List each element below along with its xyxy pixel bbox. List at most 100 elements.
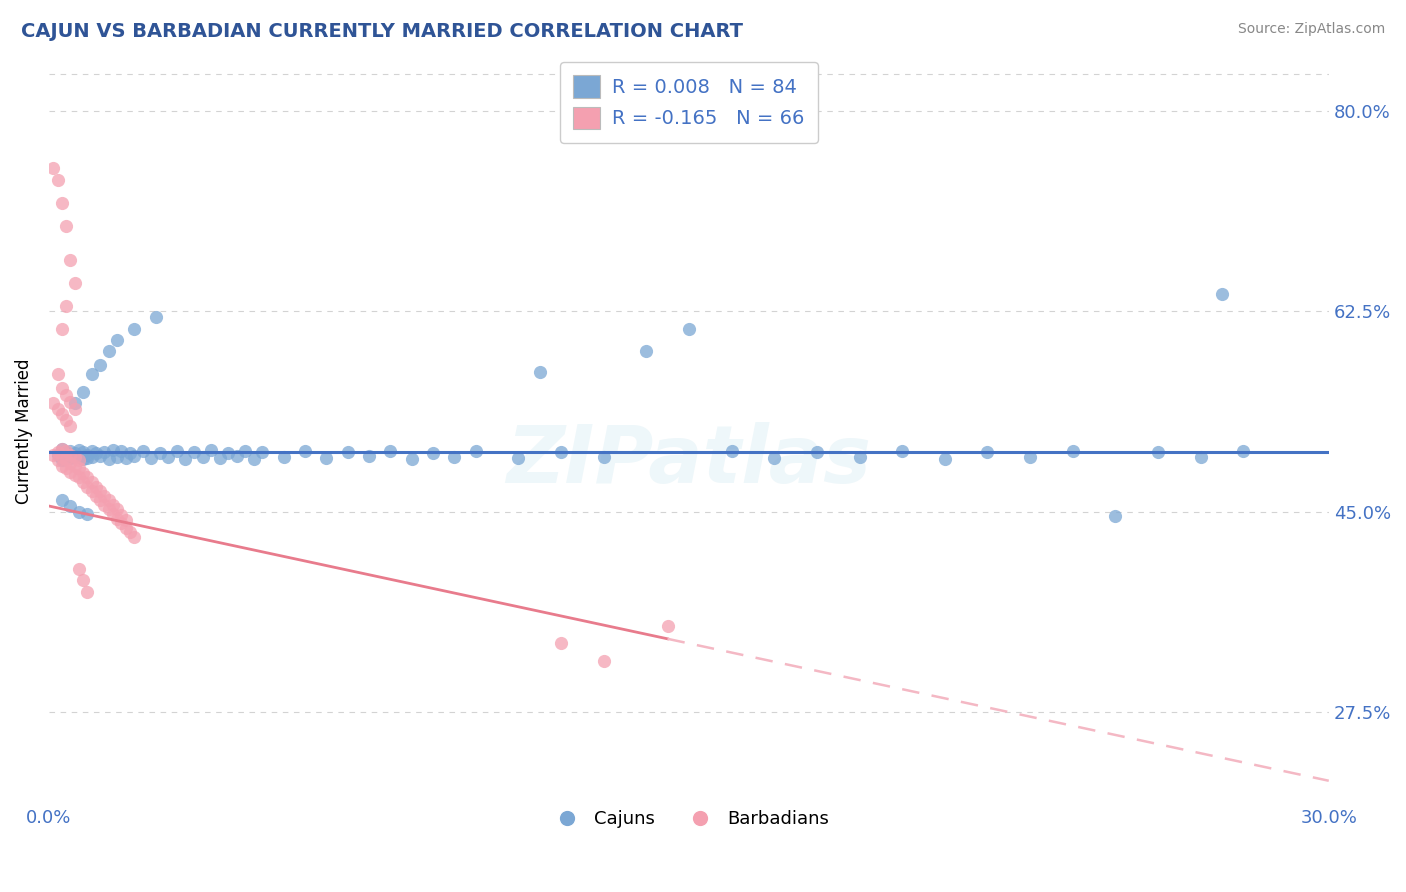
Point bbox=[141, 450, 163, 465]
Point bbox=[84, 446, 107, 460]
Point bbox=[1211, 287, 1233, 301]
Point bbox=[67, 450, 90, 464]
Point bbox=[233, 444, 256, 458]
Point bbox=[80, 368, 103, 382]
Point bbox=[72, 574, 94, 588]
Point bbox=[42, 161, 65, 176]
Point bbox=[105, 333, 128, 347]
Point bbox=[422, 446, 444, 460]
Point bbox=[55, 461, 77, 475]
Point bbox=[101, 442, 124, 457]
Point bbox=[93, 498, 115, 512]
Point bbox=[101, 507, 124, 521]
Point bbox=[252, 445, 274, 459]
Point bbox=[118, 446, 141, 460]
Point bbox=[63, 449, 86, 463]
Point bbox=[84, 479, 107, 493]
Point bbox=[464, 444, 486, 458]
Point bbox=[59, 456, 82, 470]
Point bbox=[80, 484, 103, 499]
Point bbox=[80, 450, 103, 464]
Point bbox=[55, 445, 77, 459]
Point bbox=[636, 344, 658, 359]
Point bbox=[443, 450, 465, 464]
Legend: Cajuns, Barbadians: Cajuns, Barbadians bbox=[541, 803, 837, 836]
Point bbox=[110, 444, 132, 458]
Point bbox=[55, 219, 77, 233]
Point bbox=[55, 388, 77, 402]
Point bbox=[67, 505, 90, 519]
Point bbox=[89, 358, 111, 372]
Point bbox=[80, 475, 103, 489]
Point bbox=[174, 452, 197, 467]
Point bbox=[59, 395, 82, 409]
Point bbox=[67, 562, 90, 576]
Point bbox=[1232, 444, 1254, 458]
Point bbox=[55, 450, 77, 464]
Point bbox=[63, 468, 86, 483]
Point bbox=[157, 450, 180, 464]
Point bbox=[51, 450, 73, 464]
Point bbox=[59, 448, 82, 462]
Point bbox=[242, 452, 264, 467]
Point bbox=[183, 445, 205, 459]
Point bbox=[51, 321, 73, 335]
Point bbox=[208, 450, 231, 465]
Point bbox=[114, 521, 136, 535]
Y-axis label: Currently Married: Currently Married bbox=[15, 359, 32, 504]
Point bbox=[225, 449, 247, 463]
Point bbox=[46, 173, 69, 187]
Point bbox=[63, 276, 86, 290]
Point bbox=[114, 450, 136, 465]
Text: Source: ZipAtlas.com: Source: ZipAtlas.com bbox=[1237, 22, 1385, 37]
Point bbox=[76, 585, 98, 599]
Point bbox=[72, 445, 94, 459]
Point bbox=[114, 513, 136, 527]
Point bbox=[67, 442, 90, 457]
Point bbox=[124, 530, 146, 544]
Point bbox=[59, 418, 82, 433]
Point bbox=[67, 470, 90, 484]
Point bbox=[1147, 445, 1170, 459]
Point bbox=[72, 475, 94, 489]
Point bbox=[1189, 450, 1212, 464]
Point bbox=[934, 452, 956, 467]
Point bbox=[80, 444, 103, 458]
Point bbox=[67, 461, 90, 475]
Point bbox=[51, 408, 73, 422]
Point bbox=[806, 445, 828, 459]
Text: CAJUN VS BARBADIAN CURRENTLY MARRIED CORRELATION CHART: CAJUN VS BARBADIAN CURRENTLY MARRIED COR… bbox=[21, 22, 744, 41]
Point bbox=[101, 498, 124, 512]
Point bbox=[657, 619, 679, 633]
Point bbox=[294, 444, 316, 458]
Point bbox=[55, 452, 77, 467]
Point bbox=[848, 450, 870, 464]
Point bbox=[59, 465, 82, 479]
Point bbox=[63, 450, 86, 464]
Point bbox=[55, 444, 77, 458]
Point bbox=[529, 365, 551, 379]
Point bbox=[678, 321, 700, 335]
Point bbox=[63, 396, 86, 410]
Point bbox=[63, 458, 86, 473]
Point bbox=[97, 502, 120, 516]
Point bbox=[592, 654, 614, 668]
Point bbox=[59, 444, 82, 458]
Point bbox=[51, 493, 73, 508]
Point bbox=[55, 413, 77, 427]
Point bbox=[1104, 509, 1126, 524]
Point bbox=[97, 493, 120, 508]
Point bbox=[508, 450, 530, 465]
Point bbox=[720, 444, 742, 458]
Point bbox=[105, 502, 128, 516]
Point bbox=[273, 450, 295, 464]
Point bbox=[51, 442, 73, 456]
Point bbox=[145, 310, 167, 325]
Point bbox=[51, 442, 73, 456]
Point bbox=[76, 470, 98, 484]
Point bbox=[315, 450, 337, 465]
Point bbox=[124, 449, 146, 463]
Point bbox=[217, 446, 239, 460]
Point bbox=[59, 252, 82, 267]
Point bbox=[46, 401, 69, 416]
